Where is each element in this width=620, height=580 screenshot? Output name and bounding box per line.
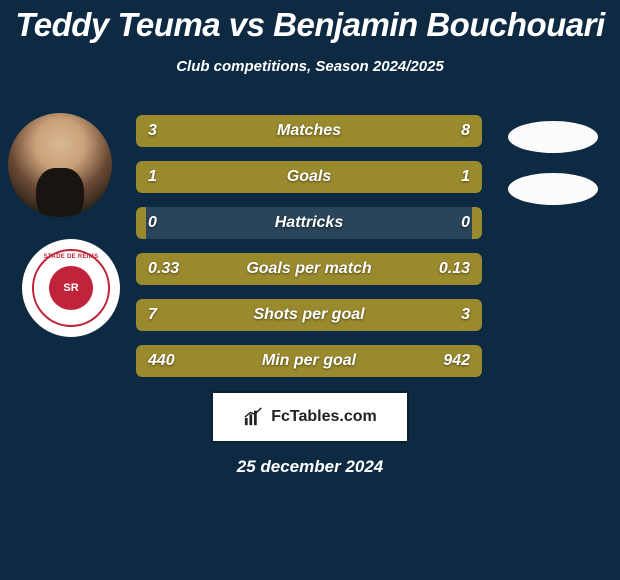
brand-badge[interactable]: FcTables.com <box>211 391 409 443</box>
stat-label: Min per goal <box>136 345 482 377</box>
stat-row: Hattricks0 0 <box>136 207 482 239</box>
stat-row: Shots per goal7 3 <box>136 299 482 331</box>
stat-value-left: 1 <box>148 161 157 193</box>
stat-row: Goals1 1 <box>136 161 482 193</box>
stat-value-right: 0 <box>461 207 470 239</box>
club-badge-tag: STADE DE REIMS <box>44 254 99 260</box>
stat-value-right: 3 <box>461 299 470 331</box>
stat-value-right: 942 <box>443 345 470 377</box>
stat-label: Shots per goal <box>136 299 482 331</box>
stat-label: Matches <box>136 115 482 147</box>
stat-row: Min per goal440 942 <box>136 345 482 377</box>
date-text: 25 december 2024 <box>0 457 620 477</box>
stat-label: Hattricks <box>136 207 482 239</box>
stat-row: Goals per match0.33 0.13 <box>136 253 482 285</box>
stat-value-right: 8 <box>461 115 470 147</box>
stat-value-right: 0.13 <box>439 253 470 285</box>
club-badge: STADE DE REIMS SR <box>22 239 120 337</box>
stat-value-left: 440 <box>148 345 175 377</box>
stat-value-left: 0 <box>148 207 157 239</box>
stat-label: Goals per match <box>136 253 482 285</box>
stat-value-left: 0.33 <box>148 253 179 285</box>
club-badge-text: SR <box>49 266 93 310</box>
page-title: Teddy Teuma vs Benjamin Bouchouari <box>0 0 620 44</box>
subtitle: Club competitions, Season 2024/2025 <box>0 58 620 75</box>
stat-value-right: 1 <box>461 161 470 193</box>
comparison-content: STADE DE REIMS SR Matches38Goals11Hattri… <box>0 115 620 377</box>
comparison-bars: Matches38Goals11Hattricks00Goals per mat… <box>136 115 482 377</box>
stat-label: Goals <box>136 161 482 193</box>
player1-avatar <box>8 113 112 217</box>
player2-avatar-placeholder-2 <box>508 173 598 205</box>
player2-avatar-placeholder-1 <box>508 121 598 153</box>
stat-value-left: 7 <box>148 299 157 331</box>
brand-text: FcTables.com <box>271 408 377 426</box>
stat-value-left: 3 <box>148 115 157 147</box>
brand-chart-icon <box>243 407 265 427</box>
stat-row: Matches3 8 <box>136 115 482 147</box>
